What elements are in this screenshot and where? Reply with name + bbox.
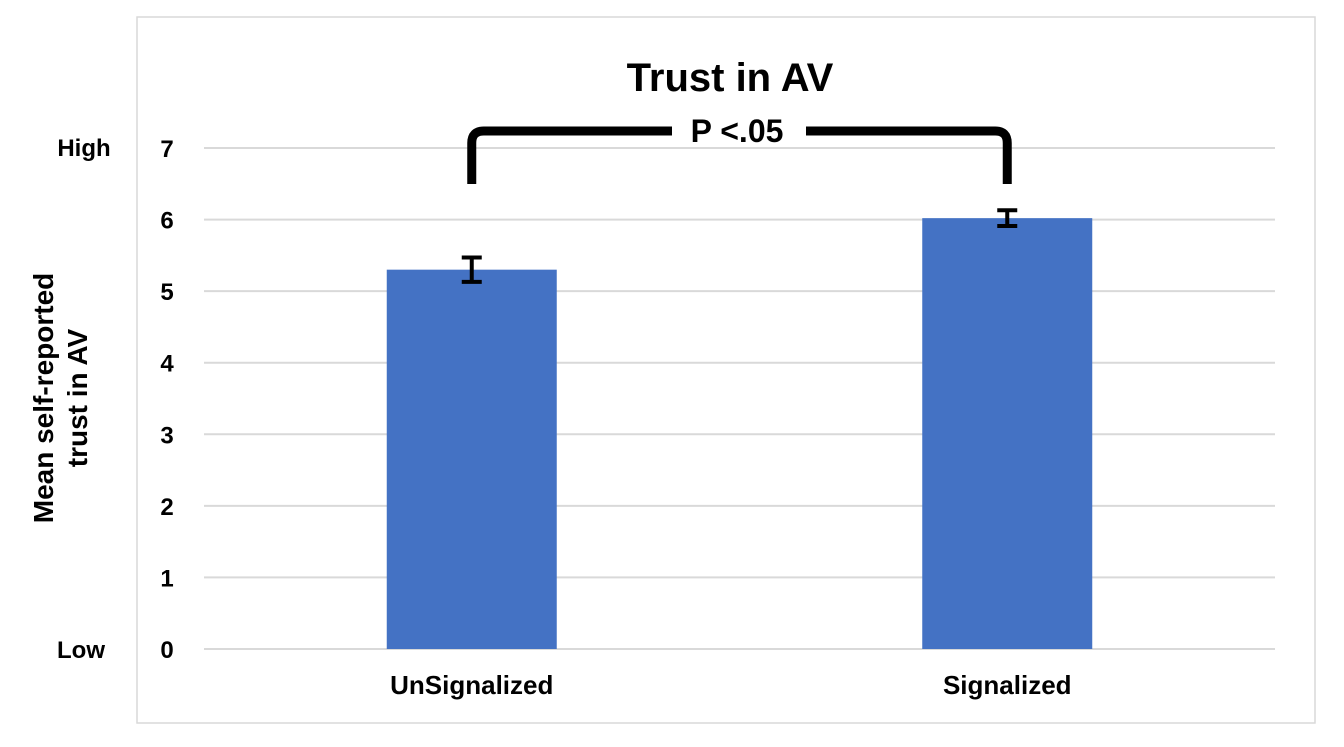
y-tick-label: 5 — [160, 279, 173, 306]
error-bars — [461, 208, 1018, 284]
gridlines — [204, 147, 1275, 650]
category-labels: UnSignalized Signalized — [390, 670, 1071, 700]
bracket-left-arm — [467, 126, 672, 184]
y-axis-label-line-2: trust in AV — [62, 328, 93, 467]
y-tick-label: 2 — [160, 494, 173, 521]
chart-title: Trust in AV — [627, 56, 834, 100]
y-tick-label: 3 — [160, 422, 173, 449]
significance-bracket — [467, 126, 1012, 184]
bar — [922, 218, 1093, 649]
scale-label-low: Low — [57, 637, 105, 664]
y-tick-label: 6 — [160, 208, 173, 235]
bar — [386, 269, 557, 649]
category-label: UnSignalized — [390, 670, 553, 700]
y-tick-labels: 0 1 2 3 4 5 6 7 — [160, 136, 174, 664]
y-tick-label: 4 — [160, 351, 174, 378]
chart-frame — [136, 16, 1316, 724]
category-label: Signalized — [943, 670, 1072, 700]
y-axis-label-line-1: Mean self-reported — [28, 273, 59, 524]
p-value-annotation: P <.05 — [691, 113, 784, 149]
bars — [386, 218, 1093, 649]
y-tick-label: 7 — [160, 136, 173, 163]
scale-label-high: High — [57, 135, 110, 162]
y-tick-label: 0 — [160, 637, 173, 664]
y-tick-label: 1 — [160, 565, 173, 592]
bracket-right-arm — [806, 126, 1012, 184]
